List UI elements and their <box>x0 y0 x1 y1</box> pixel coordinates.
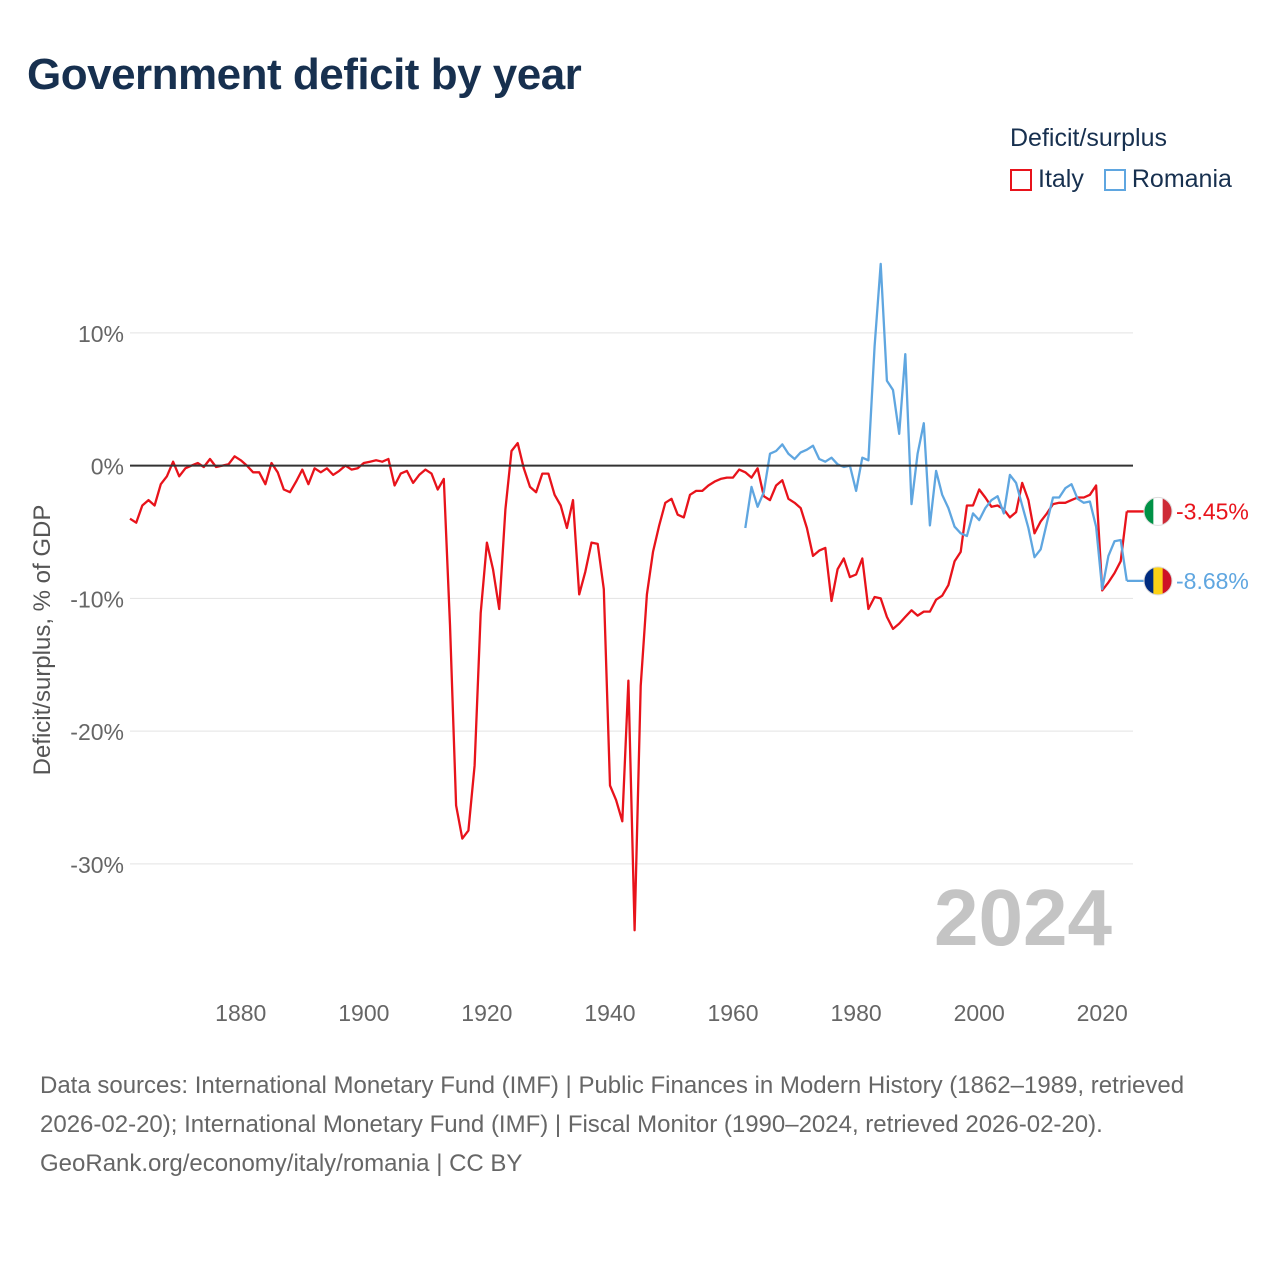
y-tick-label: -30% <box>70 852 124 878</box>
x-tick-label: 1940 <box>584 1000 635 1026</box>
legend-item-romania[interactable]: Romania <box>1103 165 1232 194</box>
x-tick-label: 1960 <box>707 1000 758 1026</box>
year-label: 2024 <box>934 873 1112 962</box>
legend-label-romania: Romania <box>1131 165 1232 193</box>
flag-stripe <box>1153 497 1164 526</box>
x-tick-label: 1920 <box>461 1000 512 1026</box>
x-tick-label: 1980 <box>831 1000 882 1026</box>
y-tick-label: -10% <box>70 586 124 612</box>
legend-item-italy[interactable]: Italy <box>1010 165 1084 194</box>
x-tick-label: 2020 <box>1077 1000 1128 1026</box>
line-chart: 10% 0% -10% -20% -30% 1880 1900 1920 1940 1960 198… <box>29 262 1249 1026</box>
flag-stripe <box>1162 497 1172 526</box>
flag-ring <box>1143 496 1173 526</box>
flag-stripe <box>1153 566 1164 595</box>
flag-marker-romania <box>1143 566 1173 596</box>
legend-label-italy: Italy <box>1038 165 1084 193</box>
flag-stripe <box>1144 497 1154 526</box>
legend-swatch-italy <box>1010 168 1032 191</box>
flag-ring <box>1143 566 1173 596</box>
x-tick-label: 2000 <box>954 1000 1005 1026</box>
flag-stripe <box>1162 566 1172 595</box>
chart-title: Government deficit by year <box>27 50 582 99</box>
end-label-italy: -3.45% <box>1176 498 1249 524</box>
series-line-romania <box>744 262 1128 591</box>
y-axis-label: Deficit/surplus, % of GDP <box>29 505 56 776</box>
x-tick-label: 1880 <box>215 1000 266 1026</box>
flag-stripe <box>1144 566 1154 595</box>
y-tick-label: 10% <box>78 321 124 347</box>
credit-line: GeoRank.org/economy/italy/romania | CC B… <box>40 1150 523 1177</box>
footer: Data sources: International Monetary Fun… <box>40 1066 1240 1183</box>
series-line-italy <box>129 441 1128 932</box>
flag-marker-italy <box>1143 496 1173 526</box>
end-label-romania: -8.68% <box>1176 568 1249 594</box>
y-tick-label: -20% <box>70 719 124 745</box>
y-tick-label: 0% <box>91 454 124 480</box>
data-sources: Data sources: International Monetary Fun… <box>40 1072 1185 1138</box>
x-tick-label: 1900 <box>338 1000 389 1026</box>
legend-swatch-romania <box>1103 168 1126 191</box>
legend: Italy Romania <box>1010 165 1232 194</box>
legend-title: Deficit/surplus <box>1010 124 1167 152</box>
